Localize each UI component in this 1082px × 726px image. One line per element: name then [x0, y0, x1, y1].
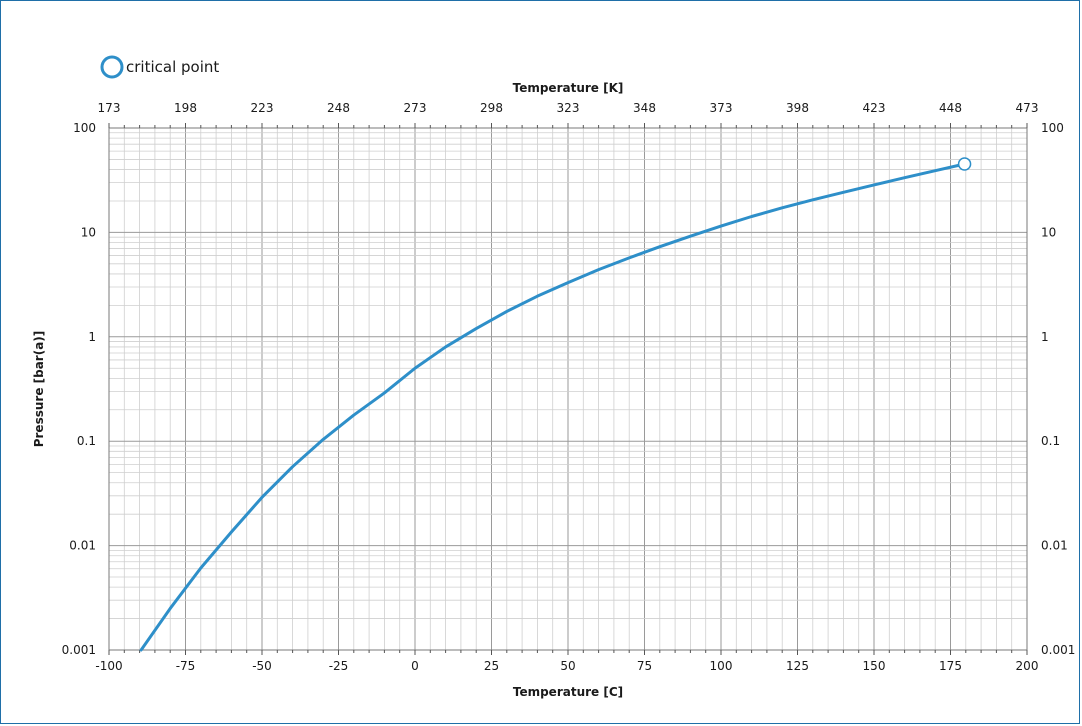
x-tick-label: 100	[710, 659, 733, 673]
y-right-tick-label: 10	[1041, 225, 1056, 239]
x2-tick-label: 473	[1016, 101, 1039, 115]
series-layer	[139, 157, 972, 652]
x2-tick-label: 248	[327, 101, 350, 115]
x-tick-label: 50	[560, 659, 575, 673]
x2-tick-label: 448	[939, 101, 962, 115]
x2-tick-label: 373	[710, 101, 733, 115]
y-axis-title: Pressure [bar(a)]	[32, 331, 46, 448]
plot-border	[108, 123, 1028, 655]
x2-tick-label: 173	[98, 101, 121, 115]
grid	[108, 127, 1028, 651]
x-tick-label: 125	[786, 659, 809, 673]
x-tick-label: 150	[863, 659, 886, 673]
x2-tick-label: 223	[251, 101, 274, 115]
y-right-tick-label: 100	[1041, 121, 1064, 135]
x-tick-label: -100	[95, 659, 122, 673]
tick-labels: -100 -75 -50 -25 0 25 50 75 100 125 150 175 200 173 19…	[62, 101, 1076, 673]
x-tick-label: 0	[411, 659, 419, 673]
y-tick-label: 1	[88, 330, 96, 344]
y-right-tick-label: 0.01	[1041, 539, 1068, 553]
x-tick-label: -50	[252, 659, 272, 673]
x-tick-label: -75	[176, 659, 196, 673]
x2-tick-label: 323	[557, 101, 580, 115]
y-right-tick-label: 0.001	[1041, 643, 1075, 657]
critical-point-marker	[957, 157, 972, 171]
x2-tick-label: 298	[480, 101, 503, 115]
x2-tick-label: 423	[863, 101, 886, 115]
legend-label: critical point	[126, 58, 219, 76]
vapor-pressure-curve	[139, 162, 967, 652]
y-tick-label: 10	[81, 225, 96, 239]
x2-tick-label: 348	[633, 101, 656, 115]
y-tick-label: 0.1	[77, 434, 96, 448]
legend: critical point	[100, 55, 219, 79]
x-tick-label: 175	[939, 659, 962, 673]
x-tick-label: 75	[637, 659, 652, 673]
y-tick-label: 100	[73, 121, 96, 135]
legend-marker	[100, 55, 124, 79]
x-tick-label: -25	[329, 659, 349, 673]
x2-tick-label: 398	[786, 101, 809, 115]
y-right-tick-label: 0.1	[1041, 434, 1060, 448]
x-tick-label: 25	[484, 659, 499, 673]
y-right-tick-label: 1	[1041, 330, 1049, 344]
y-tick-label: 0.01	[69, 539, 96, 553]
x-tick-label: 200	[1016, 659, 1039, 673]
x2-tick-label: 273	[404, 101, 427, 115]
y-tick-label: 0.001	[62, 643, 96, 657]
x-axis-title: Temperature [C]	[513, 685, 623, 699]
x2-tick-label: 198	[174, 101, 197, 115]
x2-axis-title: Temperature [K]	[513, 81, 624, 95]
